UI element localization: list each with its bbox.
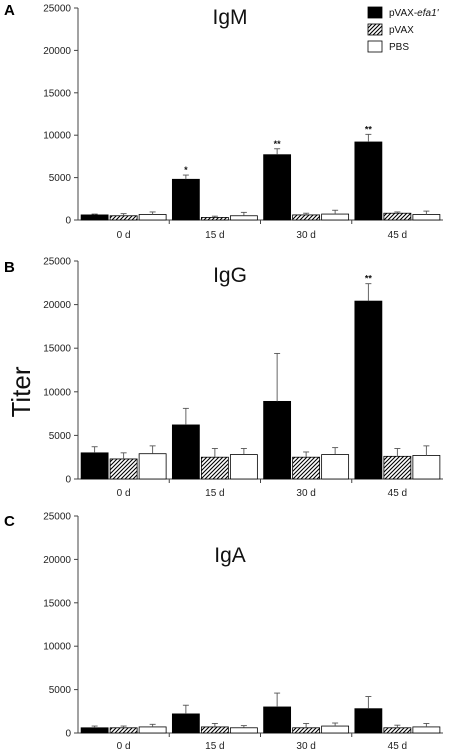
legend: pVAX-efa1' pVAX PBS (367, 6, 440, 53)
bar-solid (80, 452, 109, 480)
x-category-label: 30 d (296, 741, 315, 751)
legend-label-pbs: PBS (389, 42, 409, 53)
x-category-label: 15 d (205, 488, 224, 499)
panel-b: B IgG 0 5000 10000 15000 20000 25000 0 d 15 d 30 d… (4, 257, 443, 499)
bar-solid (354, 300, 383, 480)
x-category-label: 45 d (388, 488, 407, 499)
panel-title: IgG (213, 264, 247, 287)
bar-hatch (109, 215, 138, 221)
legend-swatch-pvax (367, 23, 383, 36)
bar-white (229, 454, 258, 480)
legend-swatch-pvax_efa1 (367, 6, 383, 19)
bar-hatch (383, 727, 412, 734)
bar-hatch (292, 456, 321, 480)
y-tick-label: 10000 (43, 642, 71, 653)
panel-title: IgM (212, 6, 247, 29)
bar-solid (80, 214, 109, 221)
significance-marker: ** (365, 124, 373, 134)
y-tick-label: 25000 (43, 4, 71, 15)
bar-solid (171, 713, 200, 734)
y-tick-label: 5000 (49, 685, 72, 696)
bar-solid (354, 708, 383, 734)
y-tick-label: 10000 (43, 131, 71, 142)
x-category-label: 0 d (117, 488, 131, 499)
bar-solid (171, 424, 200, 480)
bar-hatch (383, 455, 412, 480)
panel-title: IgA (214, 544, 246, 567)
bar-solid (263, 154, 292, 221)
bar-white (321, 454, 350, 480)
y-tick-label: 20000 (43, 300, 71, 311)
panel-label: C (4, 513, 15, 530)
y-tick-label: 20000 (43, 46, 71, 57)
panel-a: A IgM 0 5000 10000 15000 20000 25000 0 d 15 d * 30 … (4, 2, 443, 241)
bar-hatch (200, 726, 229, 734)
y-axis-label: Titer (6, 366, 36, 417)
bar-white (229, 215, 258, 221)
significance-marker: ** (365, 274, 373, 284)
legend-swatch-pbs (367, 40, 383, 53)
bar-hatch (109, 727, 138, 734)
x-category-label: 30 d (296, 488, 315, 499)
bar-hatch (200, 217, 229, 221)
x-category-label: 0 d (117, 741, 131, 751)
x-category-label: 45 d (388, 741, 407, 751)
bar-hatch (109, 458, 138, 480)
y-tick-label: 0 (65, 475, 71, 486)
bar-hatch (292, 727, 321, 734)
x-category-label: 45 d (388, 230, 407, 241)
bar-white (138, 214, 167, 221)
y-tick-label: 0 (65, 216, 71, 227)
bar-white (138, 453, 167, 480)
x-category-label: 15 d (205, 741, 224, 751)
bar-solid (80, 727, 109, 734)
bar-solid (263, 400, 292, 480)
y-tick-label: 5000 (49, 431, 72, 442)
y-tick-label: 5000 (49, 173, 72, 184)
bar-white (321, 725, 350, 734)
y-tick-label: 10000 (43, 387, 71, 398)
significance-marker: * (184, 165, 188, 175)
bar-hatch (200, 456, 229, 480)
y-tick-label: 15000 (43, 88, 71, 99)
bar-solid (263, 706, 292, 734)
y-tick-label: 20000 (43, 555, 71, 566)
x-category-label: 15 d (205, 230, 224, 241)
bar-hatch (292, 214, 321, 221)
bar-white (412, 726, 441, 734)
legend-label-pvax_efa1: pVAX-efa1' (389, 8, 440, 19)
panel-c: C IgA 0 5000 10000 15000 20000 25000 0 d 15 d 30 d… (4, 512, 443, 751)
bar-white (412, 455, 441, 480)
bar-white (138, 726, 167, 734)
bar-solid (354, 141, 383, 221)
bar-white (229, 727, 258, 734)
panel-label: A (4, 2, 15, 19)
x-category-label: 0 d (117, 230, 131, 241)
y-tick-label: 25000 (43, 512, 71, 523)
panel-label: B (4, 259, 15, 276)
y-tick-label: 0 (65, 729, 71, 740)
significance-marker: ** (274, 139, 282, 149)
bar-hatch (383, 212, 412, 221)
bar-white (321, 213, 350, 221)
y-tick-label: 25000 (43, 257, 71, 268)
legend-label-pvax: pVAX (389, 25, 414, 36)
bar-white (412, 214, 441, 221)
y-tick-label: 15000 (43, 344, 71, 355)
bar-solid (171, 178, 200, 221)
x-category-label: 30 d (296, 230, 315, 241)
y-tick-label: 15000 (43, 598, 71, 609)
